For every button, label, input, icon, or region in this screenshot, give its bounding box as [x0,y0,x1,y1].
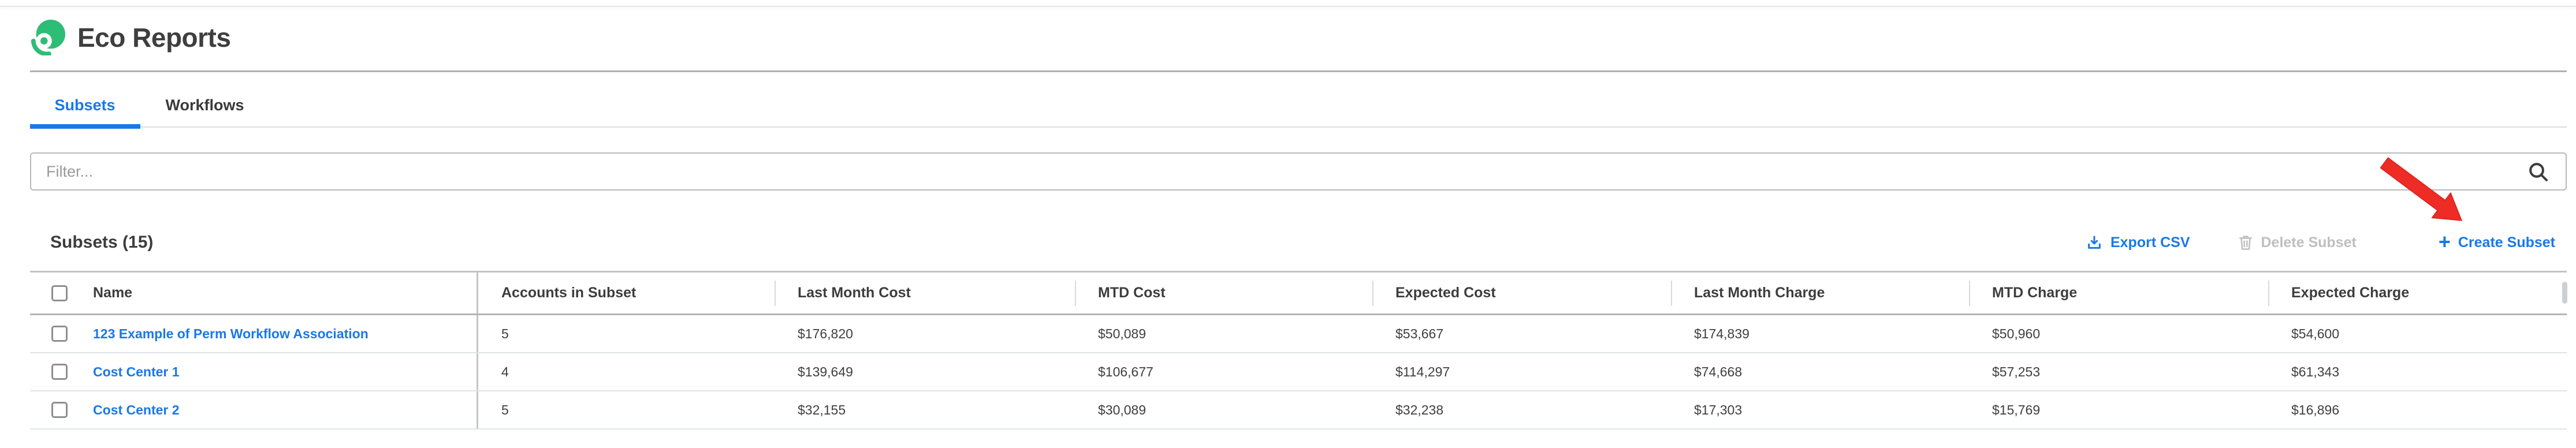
delete-subset-button[interactable]: Delete Subset [2238,234,2357,251]
plus-icon: + [2438,230,2451,253]
header-cell-mtd-charge: MTD Charge [1969,272,2268,313]
header-cell-expected-cost: Expected Cost [1372,272,1671,313]
cell-last-month-charge: $74,668 [1694,364,1743,379]
header-cell-accounts: Accounts in Subset [501,285,636,301]
subset-name-link[interactable]: Cost Center 2 [93,402,180,417]
trash-icon [2238,234,2254,251]
row-checkbox[interactable] [51,364,68,380]
tabs-divider [30,126,2567,128]
table-scrollbar-thumb[interactable] [2562,282,2567,304]
cell-accounts: 5 [501,402,509,417]
cell-accounts: 4 [501,364,509,379]
filter-container [30,152,2567,191]
cell-mtd-cost: $30,089 [1098,402,1146,417]
tab-workflows[interactable]: Workflows [165,96,244,114]
cell-mtd-charge: $15,769 [1992,402,2041,417]
header-cell-name: Name [30,272,478,313]
cell-accounts: 5 [501,326,509,341]
download-icon [2086,234,2103,251]
table-row: Cost Center 1 4 $139,649 $106,677 $114,2… [30,353,2567,391]
tab-subsets[interactable]: Subsets [54,96,116,114]
cell-mtd-cost: $50,089 [1098,326,1146,341]
section-heading: Subsets (15) [50,233,154,252]
column-label: Name [93,285,133,301]
search-icon [2526,160,2551,184]
cell-expected-charge: $54,600 [2291,326,2340,341]
create-subset-button[interactable]: + Create Subset [2438,230,2555,253]
header-cell-last-month-charge: Last Month Charge [1671,272,1969,313]
cell-name: 123 Example of Perm Workflow Association [30,315,478,352]
cell-last-month-charge: $174,839 [1694,326,1749,341]
header-divider [30,70,2567,72]
create-subset-label: Create Subset [2458,234,2555,251]
cell-mtd-charge: $50,960 [1992,326,2041,341]
app-header: Eco Reports [30,19,231,56]
tab-bar: Subsets Workflows [30,87,270,124]
active-tab-indicator [30,124,140,129]
subsets-table: Name Accounts in Subset Last Month Cost … [30,271,2567,430]
filter-input[interactable] [31,154,2566,189]
cell-last-month-charge: $17,303 [1694,402,1743,417]
cell-mtd-charge: $57,253 [1992,364,2041,379]
header-cell-mtd-cost: MTD Cost [1075,272,1372,313]
select-all-checkbox[interactable] [51,285,68,301]
cell-name: Cost Center 2 [30,391,478,428]
toolbar-actions: Export CSV Delete Subset + Create Subset [2086,229,2555,256]
cell-last-month-cost: $176,820 [798,326,853,341]
cell-expected-cost: $32,238 [1395,402,1444,417]
row-checkbox[interactable] [51,326,68,342]
delete-subset-label: Delete Subset [2261,234,2357,251]
cell-expected-cost: $53,667 [1395,326,1444,341]
cell-last-month-cost: $139,649 [798,364,853,379]
cell-mtd-cost: $106,677 [1098,364,1153,379]
table-row: 123 Example of Perm Workflow Association… [30,315,2567,353]
cell-name: Cost Center 1 [30,353,478,390]
cell-expected-charge: $61,343 [2291,364,2340,379]
table-header-row: Name Accounts in Subset Last Month Cost … [30,271,2567,315]
header-cell-expected-charge: Expected Charge [2268,272,2567,313]
row-checkbox[interactable] [51,402,68,418]
table-row: Cost Center 2 5 $32,155 $30,089 $32,238 … [30,391,2567,430]
cell-expected-charge: $16,896 [2291,402,2340,417]
subset-name-link[interactable]: Cost Center 1 [93,364,180,379]
top-divider [0,6,2576,7]
eco-logo-icon [30,20,66,55]
export-csv-button[interactable]: Export CSV [2086,234,2190,251]
page-title: Eco Reports [77,23,231,53]
header-cell-last-month-cost: Last Month Cost [775,272,1075,313]
cell-last-month-cost: $32,155 [798,402,846,417]
subset-name-link[interactable]: 123 Example of Perm Workflow Association [93,326,368,341]
cell-expected-cost: $114,297 [1395,364,1450,379]
export-csv-label: Export CSV [2110,234,2190,251]
